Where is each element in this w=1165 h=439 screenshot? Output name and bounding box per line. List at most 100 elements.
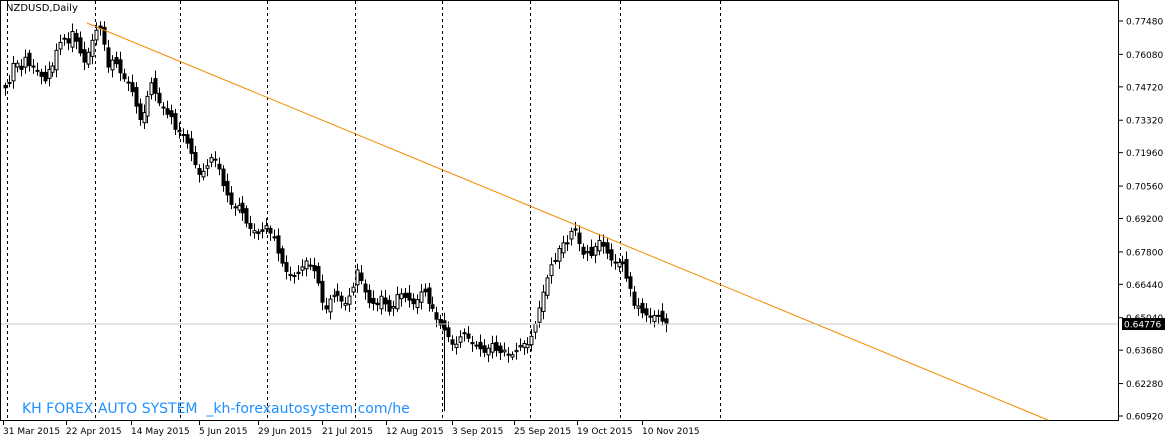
- candle-body: [529, 335, 534, 346]
- y-tick-label-3: 0.74720: [1126, 83, 1163, 93]
- candle-body: [256, 231, 261, 235]
- candle: [332, 288, 337, 303]
- candle-body: [644, 308, 649, 316]
- candle: [640, 298, 645, 319]
- candle-body: [549, 264, 554, 277]
- candle: [419, 283, 424, 310]
- candle: [233, 203, 238, 216]
- candle-body: [86, 51, 91, 65]
- candle: [593, 242, 598, 264]
- candle-body: [213, 158, 218, 161]
- candle: [407, 285, 412, 308]
- current-price-badge: [1122, 318, 1165, 331]
- candle-body: [347, 295, 352, 305]
- candle: [94, 22, 99, 46]
- candle: [114, 51, 119, 68]
- candle-body: [280, 248, 285, 264]
- candle-body: [339, 295, 344, 302]
- candle-body: [284, 262, 289, 272]
- candle-body: [617, 261, 622, 268]
- y-tick-label-5: 0.71960: [1126, 149, 1163, 159]
- candle: [601, 234, 606, 254]
- candle-body: [391, 306, 396, 309]
- candle-body: [589, 246, 594, 256]
- candle: [161, 102, 166, 116]
- candle: [304, 257, 309, 277]
- candle: [58, 34, 63, 56]
- candle-body: [193, 151, 198, 166]
- candle: [605, 238, 610, 260]
- candle-body: [498, 345, 503, 354]
- candle: [296, 265, 301, 281]
- candle: [157, 87, 162, 107]
- candle: [3, 82, 8, 96]
- candle: [193, 146, 198, 169]
- candle: [66, 32, 71, 51]
- candle-body: [510, 354, 515, 358]
- candle-body: [514, 349, 519, 353]
- candle-body: [605, 242, 610, 254]
- candle-body: [367, 289, 372, 304]
- candle-body: [304, 260, 309, 270]
- candle: [244, 205, 249, 228]
- candle-body: [248, 223, 253, 230]
- candle-body: [23, 56, 28, 68]
- candle: [272, 229, 277, 241]
- candle: [308, 258, 313, 271]
- candle-body: [328, 298, 333, 313]
- candle-body: [185, 134, 190, 144]
- candle-body: [573, 228, 578, 231]
- candle: [173, 108, 178, 135]
- candle: [50, 62, 55, 77]
- candle: [518, 338, 523, 352]
- candle: [149, 77, 154, 100]
- candle: [181, 128, 186, 143]
- candle-body: [664, 318, 669, 325]
- candle-body: [225, 180, 230, 196]
- candle-body: [35, 69, 40, 72]
- candle: [7, 75, 12, 88]
- y-tick-label-12: 0.62280: [1126, 380, 1163, 390]
- candle-body: [581, 246, 586, 255]
- candle-body: [70, 30, 75, 48]
- candle: [470, 335, 475, 352]
- candle-body: [660, 310, 665, 322]
- candle: [383, 289, 388, 312]
- candle-body: [620, 261, 625, 265]
- candle-body: [525, 344, 530, 349]
- candle-body: [102, 26, 107, 45]
- candle: [395, 286, 400, 312]
- candle: [617, 257, 622, 272]
- y-tick-label-13: 0.60920: [1126, 413, 1163, 423]
- candle: [442, 312, 447, 412]
- candle-body: [229, 192, 234, 205]
- candle-body: [173, 113, 178, 130]
- candle: [565, 235, 570, 251]
- candle-body: [434, 312, 439, 320]
- candle-body: [351, 286, 356, 293]
- candle-body: [601, 241, 606, 247]
- candle-body: [363, 283, 368, 293]
- trendline: [86, 22, 1049, 421]
- x-tick-label-1: 31 Mar 2015: [3, 427, 60, 437]
- x-tick-label-6: 21 Jul 2015: [322, 427, 373, 437]
- candle-body: [233, 206, 238, 209]
- candle: [225, 173, 230, 203]
- candle-body: [411, 298, 416, 305]
- candle-body: [78, 37, 83, 54]
- candle: [260, 222, 265, 239]
- candle: [209, 153, 214, 168]
- candle: [347, 288, 352, 313]
- candle-body: [415, 299, 420, 308]
- candle-body: [407, 292, 412, 301]
- candle: [47, 61, 52, 87]
- candle-body: [110, 59, 115, 71]
- candle-body: [383, 297, 388, 305]
- candle-body: [474, 344, 479, 347]
- candle: [145, 90, 150, 124]
- x-tick-label-3: 14 May 2015: [131, 427, 190, 437]
- candle-body: [399, 293, 404, 300]
- candle-body: [597, 239, 602, 252]
